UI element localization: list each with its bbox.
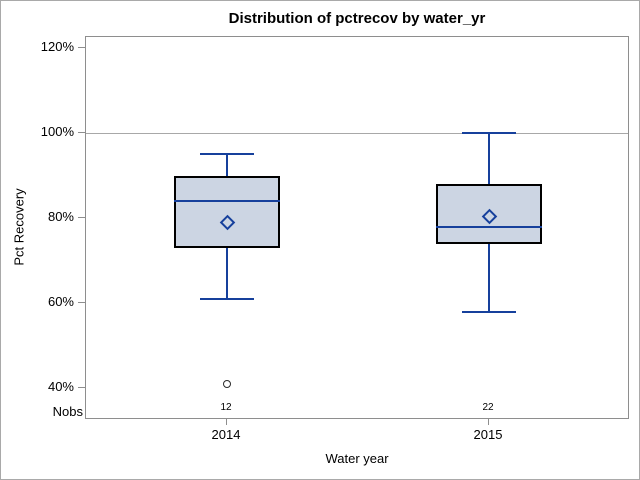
y-tick-label: 60% bbox=[47, 294, 74, 309]
x-tick-mark bbox=[488, 419, 489, 425]
y-axis-label: Pct Recovery bbox=[11, 188, 27, 266]
iqr-box bbox=[436, 184, 542, 244]
chart-title: Distribution of pctrecov by water_yr bbox=[228, 10, 486, 27]
x-tick-mark bbox=[226, 419, 227, 425]
whisker-upper-cap bbox=[200, 153, 254, 155]
outlier-marker bbox=[222, 379, 231, 388]
iqr-box bbox=[174, 176, 280, 248]
plot-area bbox=[85, 36, 629, 419]
y-tick-mark bbox=[78, 302, 85, 303]
y-tick-mark bbox=[78, 132, 85, 133]
y-tick-label: 100% bbox=[40, 124, 74, 139]
whisker-lower-stem bbox=[226, 248, 228, 299]
nobs-value: 12 bbox=[220, 402, 232, 413]
whisker-upper-stem bbox=[226, 154, 228, 176]
median-line bbox=[436, 226, 542, 228]
y-tick-mark bbox=[78, 387, 85, 388]
median-line bbox=[174, 200, 280, 202]
y-tick-label: 40% bbox=[47, 379, 74, 394]
whisker-lower-cap bbox=[200, 298, 254, 300]
x-axis-label: Water year bbox=[325, 451, 389, 466]
nobs-value: 22 bbox=[482, 402, 494, 413]
x-category-label: 2014 bbox=[211, 427, 241, 442]
y-tick-label: 120% bbox=[40, 39, 74, 54]
whisker-upper-stem bbox=[488, 133, 490, 184]
whisker-upper-cap bbox=[462, 132, 516, 134]
nobs-row-label: Nobs bbox=[52, 404, 83, 419]
reference-line-100pct bbox=[86, 133, 628, 134]
whisker-lower-cap bbox=[462, 311, 516, 313]
y-tick-mark bbox=[78, 217, 85, 218]
whisker-lower-stem bbox=[488, 244, 490, 312]
y-tick-label: 80% bbox=[47, 209, 74, 224]
y-tick-mark bbox=[78, 47, 85, 48]
x-category-label: 2015 bbox=[473, 427, 503, 442]
